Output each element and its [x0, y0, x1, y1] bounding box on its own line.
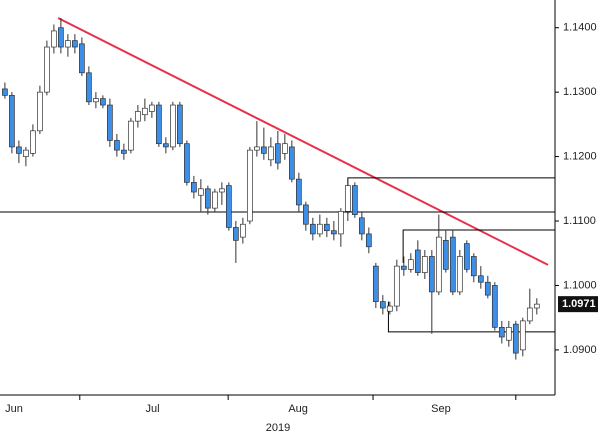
candle-body [477, 275, 484, 283]
candle-body [393, 265, 400, 307]
candle-body [86, 72, 92, 103]
x-tick-label: Aug [288, 403, 308, 415]
candle-body [358, 217, 365, 235]
candle-body [240, 223, 246, 238]
candle-body [316, 223, 323, 235]
candle-body [344, 185, 351, 212]
candle-body [184, 143, 190, 183]
candle-body [219, 188, 225, 193]
candle-body [163, 143, 169, 148]
candle-body [365, 233, 372, 248]
trend-line [402, 229, 555, 263]
candle-body [456, 256, 463, 293]
candle-body [51, 30, 57, 48]
candle-body [442, 240, 449, 270]
candle-body [16, 146, 22, 154]
candle-body [107, 104, 113, 141]
candle-body [30, 130, 36, 154]
candle-body [526, 307, 533, 322]
y-tick-label: 1.1200 [563, 150, 597, 162]
last-price-label: 1.0971 [562, 298, 596, 310]
candle-body [288, 146, 295, 180]
candle-body [400, 265, 407, 270]
candle-body [261, 146, 267, 154]
candle-body [274, 143, 281, 164]
candle-body [268, 146, 274, 161]
candle-body [337, 211, 344, 235]
candle-body [100, 98, 106, 106]
candle-body [198, 188, 204, 196]
candle-body [435, 236, 442, 293]
candle-body [2, 88, 8, 96]
candle-body [505, 326, 512, 341]
x-tick-label: Sep [431, 403, 451, 415]
trend-line [347, 177, 555, 214]
candle-body [498, 326, 505, 338]
candle-body [295, 178, 302, 206]
candle-body [254, 146, 260, 151]
candle-body [386, 305, 393, 312]
candle-body [302, 204, 309, 225]
candle-body [9, 95, 15, 148]
y-tick-label: 1.0900 [563, 344, 597, 356]
candle-body [93, 98, 99, 103]
candle-body [351, 185, 358, 215]
x-tick-label: Jun [5, 403, 23, 415]
candle-body [72, 40, 78, 48]
candle-body [128, 120, 134, 151]
last-price-box [558, 296, 598, 313]
candle-body [491, 285, 498, 328]
candle-body [372, 265, 379, 302]
candle-body [44, 46, 50, 93]
candle-body [170, 104, 176, 148]
candle-body [323, 223, 330, 232]
candle-body [463, 243, 470, 270]
candle-body [512, 323, 519, 354]
candle-body [23, 149, 29, 157]
candle-body [58, 27, 64, 48]
candle-body [191, 182, 197, 193]
candle-body [135, 111, 141, 122]
candle-body [226, 185, 232, 228]
candle-body [449, 236, 456, 293]
candle-body [233, 227, 239, 241]
candle-body [149, 104, 155, 112]
x-tick-label: Jul [146, 403, 160, 415]
candle-body [205, 188, 211, 209]
candle-body [142, 107, 148, 116]
candle-body [428, 256, 435, 293]
candle-body [281, 143, 288, 154]
candle-body [247, 149, 253, 222]
y-tick-label: 1.1400 [563, 22, 597, 34]
candle-body [121, 149, 127, 154]
y-tick-label: 1.1000 [563, 279, 597, 291]
candle-body [407, 259, 414, 270]
candle-body [519, 320, 526, 351]
candle-body [421, 256, 428, 273]
candle-body [379, 301, 386, 309]
candle-body [114, 140, 120, 151]
candle-body [470, 256, 477, 277]
candle-body [212, 191, 218, 209]
candle-body [79, 43, 85, 74]
candle-body [309, 223, 316, 235]
candle-body [330, 230, 337, 235]
y-tick-label: 1.1100 [563, 215, 596, 227]
candle-body [65, 40, 71, 48]
candle-body [533, 303, 540, 309]
trend-line [57, 17, 549, 266]
candle-body [484, 281, 491, 296]
candle-body [156, 104, 162, 145]
candle-body [414, 249, 421, 273]
x-axis-label: 2019 [266, 422, 290, 434]
candle-body [177, 104, 183, 145]
y-tick-label: 1.1300 [563, 86, 597, 98]
candle-body [37, 91, 43, 132]
